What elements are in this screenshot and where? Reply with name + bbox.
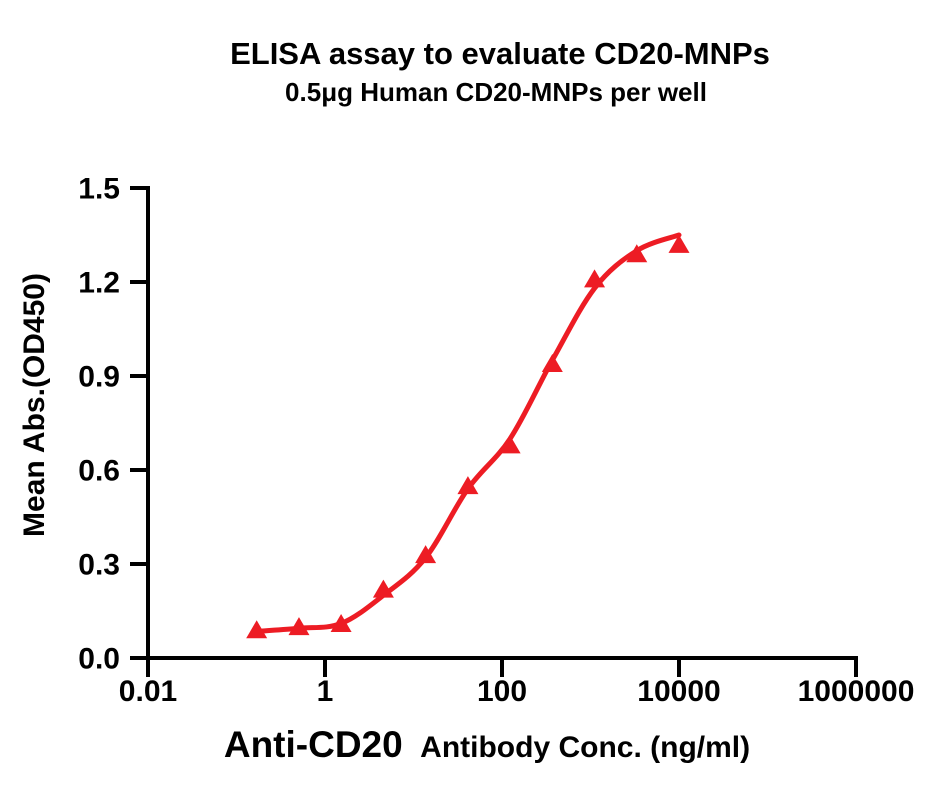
x-tick-label: 0.01 <box>119 675 177 708</box>
x-axis-title-primary: Anti-CD20 <box>224 724 403 765</box>
chart-title: ELISA assay to evaluate CD20-MNPs <box>230 36 770 71</box>
fit-curve <box>254 232 682 634</box>
y-tick-label: 0.0 <box>78 643 120 676</box>
data-point-marker <box>330 614 352 633</box>
data-point-marker <box>372 579 394 598</box>
data-point-marker <box>541 353 563 372</box>
x-tick-label: 1 <box>317 675 334 708</box>
data-point-marker <box>668 234 690 253</box>
data-point-marker <box>584 269 606 288</box>
data-point-marker <box>457 476 479 495</box>
x-axis-ticks <box>146 658 858 677</box>
y-tick-label: 0.6 <box>78 455 120 488</box>
data-point-marker <box>288 617 310 636</box>
x-tick-label: 1000000 <box>798 675 915 708</box>
data-point-marker <box>626 244 648 263</box>
y-tick-label: 0.3 <box>78 549 120 582</box>
y-axis-ticks <box>130 186 148 660</box>
data-point-marker <box>415 545 437 564</box>
axis-spines <box>146 186 858 660</box>
x-axis-tick-labels: 0.01 1 100 10000 1000000 <box>119 675 915 708</box>
y-tick-label: 1.2 <box>78 267 120 300</box>
y-axis-title: Mean Abs.(OD450) <box>18 273 51 537</box>
x-tick-label: 100 <box>477 675 527 708</box>
data-point-layer <box>246 234 690 639</box>
fit-curve-layer <box>254 232 682 634</box>
data-point-marker <box>499 435 521 454</box>
x-axis-title: Anti-CD20 Antibody Conc. (ng/ml) <box>224 724 750 765</box>
y-tick-label: 0.9 <box>78 361 120 394</box>
chart-subtitle: 0.5μg Human CD20-MNPs per well <box>285 77 707 107</box>
x-axis-title-secondary: Antibody Conc. (ng/ml) <box>420 731 750 764</box>
x-tick-label: 10000 <box>637 675 720 708</box>
axis-lines <box>146 186 858 660</box>
y-tick-label: 1.5 <box>78 173 120 206</box>
data-point-marker <box>246 620 268 639</box>
y-axis-tick-labels: 0.0 0.3 0.6 0.9 1.2 1.5 <box>78 173 120 676</box>
